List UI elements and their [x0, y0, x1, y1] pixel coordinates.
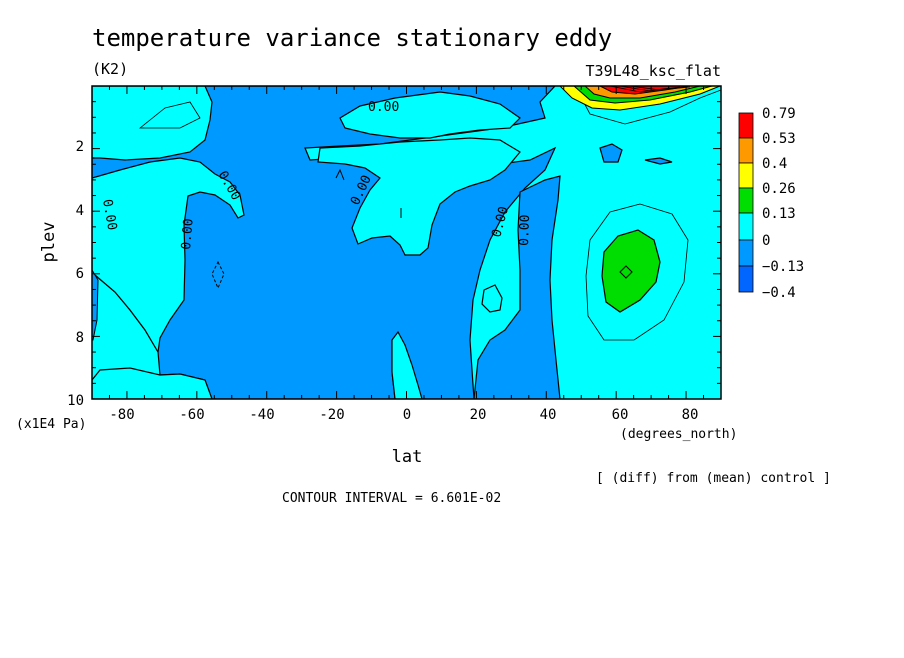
region-cyan-center2 — [317, 137, 521, 256]
axis-ticks — [92, 86, 722, 400]
x-tick-label: -60 — [179, 407, 204, 423]
units-label: (K2) — [92, 60, 128, 78]
contour-label: 0.00 — [368, 100, 399, 115]
y-units-label: (x1E4 Pa) — [16, 417, 86, 432]
y-tick-label: 4 — [76, 203, 84, 219]
contour-line-left-top — [138, 101, 201, 129]
legend-label: −0.13 — [762, 259, 804, 275]
region-blue-island-b — [644, 157, 673, 165]
x-units-label: (degrees_north) — [620, 427, 737, 442]
chart-title: temperature variance stationary eddy — [92, 24, 612, 52]
legend-swatch — [738, 137, 754, 164]
x-tick-label: -20 — [319, 407, 344, 423]
region-blue-40n — [473, 175, 561, 399]
region-green-center — [619, 265, 633, 279]
legend-label: 0.79 — [762, 106, 796, 122]
y-tick-label: 8 — [76, 330, 84, 346]
x-tick-labels: -80 -60 -40 -20 0 20 40 60 80 — [109, 407, 698, 423]
contour-line-upper — [574, 86, 721, 125]
legend-label: 0.4 — [762, 156, 787, 172]
region-cyan-center — [339, 91, 521, 139]
legend-label: −0.4 — [762, 285, 796, 301]
region-cyan-left-tongue — [92, 157, 245, 354]
contour-label: 0.00 — [179, 218, 197, 251]
y-tick-label: 10 — [67, 393, 84, 409]
contour-lines-top — [609, 86, 691, 93]
legend-swatch — [738, 239, 754, 267]
region-cyan-upper-left — [92, 86, 213, 161]
small-tick-feature — [335, 168, 345, 181]
legend-label: 0 — [762, 233, 770, 249]
contour-label: 0.00 — [517, 214, 533, 246]
legend-label: 0.53 — [762, 131, 796, 147]
x-tick-label: 80 — [682, 407, 699, 423]
region-blue-island-a — [599, 143, 623, 163]
y-tick-labels: 2 4 6 8 10 — [67, 139, 84, 409]
region-cyan-bottom-left — [92, 367, 213, 399]
legend-swatch — [738, 265, 754, 293]
legend-label: 0.26 — [762, 181, 796, 197]
contour-label: 0.00 — [99, 198, 119, 231]
contour-interval: CONTOUR INTERVAL = 6.601E-02 — [282, 491, 501, 506]
contour-line-outer — [585, 203, 689, 341]
x-tick-label: -80 — [109, 407, 134, 423]
y-axis-label: plev — [39, 222, 59, 263]
legend: 0.79 0.53 0.4 0.26 0.13 0 −0.13 −0.4 — [738, 106, 804, 301]
legend-label: 0.13 — [762, 206, 796, 222]
x-tick-label: 0 — [403, 407, 411, 423]
x-tick-label: 60 — [612, 407, 629, 423]
legend-swatch — [738, 187, 754, 214]
legend-swatch — [738, 212, 754, 241]
region-cyan-bottom-center — [391, 330, 423, 399]
x-tick-label: -40 — [249, 407, 274, 423]
x-axis-label: lat — [392, 447, 423, 467]
y-tick-label: 6 — [76, 266, 84, 282]
diff-note: [ (diff) from (mean) control ] — [596, 471, 831, 486]
region-cyan-inner-40n — [481, 284, 503, 313]
run-label: T39L48_ksc_flat — [586, 62, 721, 80]
y-tick-label: 2 — [76, 139, 84, 155]
contour-field: 0.00 0.00 0.00 0.00 0.00 0.00 0.00 — [92, 86, 721, 399]
legend-swatch — [738, 162, 754, 189]
legend-swatch — [738, 112, 754, 139]
x-tick-label: 20 — [470, 407, 487, 423]
x-tick-label: 40 — [540, 407, 557, 423]
